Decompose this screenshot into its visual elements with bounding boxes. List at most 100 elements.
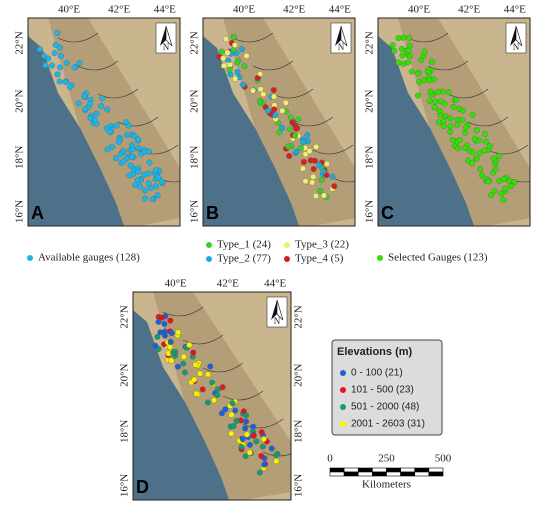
gauge <box>324 160 330 167</box>
north-arrow <box>510 26 516 46</box>
gauge <box>297 144 304 151</box>
gauge <box>167 338 174 345</box>
gauge <box>244 431 250 438</box>
gauge <box>250 423 257 430</box>
gauge <box>493 166 499 173</box>
lat-label: 20°N <box>293 363 305 386</box>
gauge <box>191 376 198 383</box>
gauge <box>232 75 239 82</box>
border <box>262 451 291 457</box>
gauge <box>56 44 63 51</box>
gauge <box>152 342 159 349</box>
legend-text: 101 - 500 (23) <box>351 385 414 396</box>
gauge <box>436 107 443 114</box>
gauge <box>496 152 503 159</box>
gauge <box>115 138 122 145</box>
gauge <box>214 392 221 398</box>
gauge <box>408 68 415 75</box>
lat-label: 16°N <box>119 474 131 497</box>
gauge <box>149 196 156 203</box>
gauge <box>473 127 480 134</box>
gauge <box>295 116 302 123</box>
lon-label: 40°E <box>408 4 430 16</box>
gauge <box>389 42 396 49</box>
gauge <box>254 75 261 82</box>
legend-text: 2001 - 2603 (31) <box>351 419 425 430</box>
gauge <box>145 170 152 177</box>
gauge <box>141 148 148 155</box>
border <box>252 60 294 71</box>
border <box>182 334 224 345</box>
legend-text: 0 - 100 (21) <box>351 368 403 379</box>
panel-letter: C <box>381 203 394 223</box>
legend-text: 501 - 2000 (48) <box>351 402 419 413</box>
gauge <box>312 193 319 199</box>
north-label: N <box>163 42 170 52</box>
gauge <box>175 329 181 336</box>
gauge <box>186 342 193 349</box>
gauge <box>398 46 405 52</box>
gauge <box>299 165 306 172</box>
gauge <box>486 143 493 149</box>
panel-letter: A <box>31 203 44 223</box>
scale-seg <box>386 471 401 477</box>
gauge <box>180 360 187 367</box>
gauge <box>98 103 105 110</box>
border <box>487 144 529 155</box>
gauge <box>199 386 206 393</box>
gauge <box>207 363 214 370</box>
gauge <box>62 79 69 86</box>
gauge <box>405 47 412 54</box>
gauge <box>109 143 116 150</box>
panel-letter: D <box>136 477 149 497</box>
gauge <box>142 187 148 194</box>
gauge <box>211 397 217 404</box>
gauge <box>415 92 421 99</box>
north-label: N <box>513 42 520 52</box>
sea <box>203 36 299 226</box>
gauge <box>321 192 327 199</box>
gauge <box>180 353 187 360</box>
elevation-legend-title: Elevations (m) <box>337 346 413 358</box>
gauge <box>273 452 280 459</box>
gauge <box>508 183 515 189</box>
gauge <box>491 187 498 194</box>
gauge <box>405 59 412 66</box>
gauge <box>120 148 127 155</box>
gauge <box>432 98 439 105</box>
scale-seg <box>400 467 416 473</box>
scale-seg <box>372 471 387 477</box>
gauge <box>427 88 434 95</box>
gauge <box>246 441 253 448</box>
gauge <box>313 143 320 150</box>
gauge <box>259 443 266 450</box>
lat-label: 20°N <box>364 89 376 112</box>
scale-seg <box>357 467 373 473</box>
lat-label: 18°N <box>14 146 26 169</box>
gauge <box>63 59 70 66</box>
lat-label: 16°N <box>189 200 201 223</box>
gauge <box>462 145 469 152</box>
lat-label: 20°N <box>119 363 131 386</box>
gauge <box>93 110 100 117</box>
gauge <box>454 121 461 128</box>
gauge <box>239 436 246 442</box>
gauge <box>87 100 94 107</box>
border <box>332 177 355 183</box>
gauge <box>309 179 316 186</box>
gauge <box>272 112 279 119</box>
scale-seg <box>372 467 387 473</box>
gauge <box>218 410 225 417</box>
lat-label: 22°N <box>364 31 376 54</box>
gauge <box>310 166 317 172</box>
gauge <box>462 124 469 131</box>
gauge <box>320 168 327 175</box>
lat-label: 20°N <box>14 89 26 112</box>
gauge <box>42 62 49 69</box>
border <box>97 88 139 99</box>
gauge <box>391 47 398 54</box>
gauge <box>276 129 283 136</box>
gauge <box>258 453 265 459</box>
gauge <box>431 104 438 111</box>
gauge <box>395 59 402 66</box>
